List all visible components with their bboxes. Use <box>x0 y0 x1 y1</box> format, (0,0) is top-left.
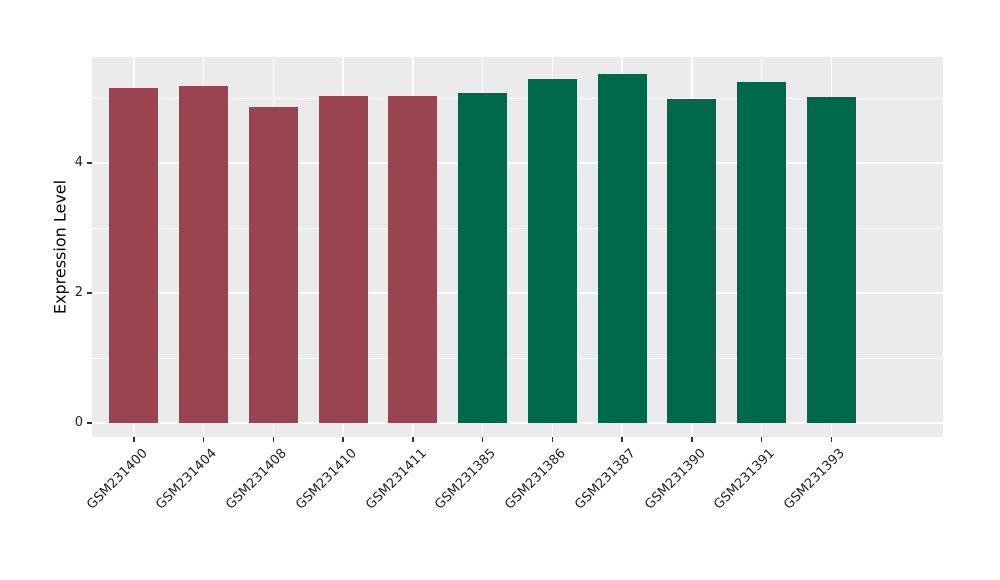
y-tick-label: 0 <box>74 415 83 430</box>
bar <box>248 107 298 423</box>
major-gridline <box>92 422 943 424</box>
plot-panel <box>92 57 943 437</box>
x-tick-mark <box>760 437 763 442</box>
bar <box>109 87 159 423</box>
y-tick-mark <box>87 292 92 294</box>
x-tick-mark <box>551 437 554 442</box>
y-tick-mark <box>87 422 92 424</box>
bar <box>806 97 856 423</box>
x-tick-mark <box>691 437 693 442</box>
x-tick-mark <box>272 437 275 442</box>
bar <box>667 98 717 423</box>
bar <box>527 79 577 423</box>
bar <box>318 96 368 423</box>
y-tick-label: 4 <box>74 155 83 170</box>
x-tick-mark <box>342 437 344 442</box>
x-tick-label: GSM231386 <box>502 446 569 513</box>
bar <box>179 86 228 423</box>
x-tick-label: GSM231390 <box>641 446 709 513</box>
y-tick-label: 2 <box>74 285 83 300</box>
minor-gridline <box>92 227 943 229</box>
x-tick-label: GSM231393 <box>781 446 849 513</box>
x-tick-mark <box>412 437 414 442</box>
bar <box>737 81 787 423</box>
x-tick-label: GSM231404 <box>153 446 221 513</box>
x-tick-mark <box>133 437 135 442</box>
minor-gridline <box>92 357 943 359</box>
x-tick-label: GSM231408 <box>223 446 290 513</box>
x-tick-label: GSM231411 <box>362 446 430 513</box>
bar <box>597 73 647 423</box>
minor-gridline <box>92 97 943 99</box>
x-tick-label: GSM231400 <box>83 446 151 513</box>
major-gridline <box>92 292 943 294</box>
x-tick-label: GSM231387 <box>572 446 639 513</box>
x-tick-label: GSM231391 <box>711 446 779 513</box>
major-gridline <box>92 162 943 164</box>
x-tick-mark <box>621 437 623 442</box>
bar <box>388 96 438 423</box>
bar <box>458 92 508 423</box>
x-tick-label: GSM231385 <box>432 446 500 513</box>
x-tick-mark <box>830 437 833 442</box>
x-tick-label: GSM231410 <box>293 446 360 513</box>
y-tick-mark <box>87 162 92 164</box>
x-tick-mark <box>481 437 484 442</box>
x-tick-mark <box>202 437 205 442</box>
